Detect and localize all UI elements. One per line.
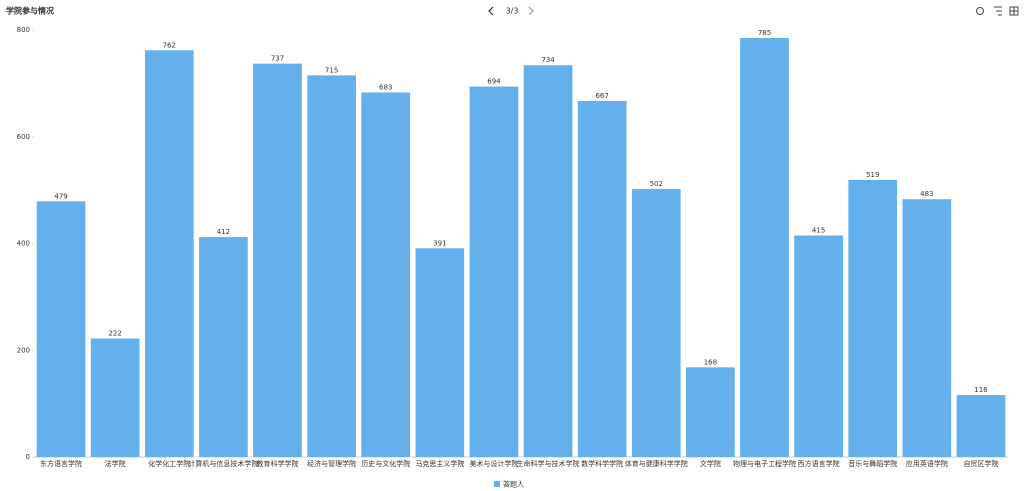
y-tick-label: 600 xyxy=(17,133,30,141)
value-label: 479 xyxy=(54,192,67,200)
value-label: 412 xyxy=(217,228,230,236)
value-label: 683 xyxy=(379,83,392,91)
value-label: 415 xyxy=(812,226,825,234)
legend-swatch xyxy=(494,481,500,487)
x-tick-label: 计算机与信息技术学院 xyxy=(188,459,258,468)
next-page[interactable] xyxy=(528,6,534,16)
bar xyxy=(686,367,735,457)
bar xyxy=(307,75,356,458)
x-tick-label: 生命科学与技术学院 xyxy=(517,459,580,468)
x-tick-label: 马克思主义学院 xyxy=(415,459,464,468)
x-tick-label: 数学科学学院 xyxy=(581,459,623,468)
bar xyxy=(469,86,519,457)
value-label: 116 xyxy=(974,386,988,394)
bar xyxy=(794,235,843,457)
legend-label: 答题人 xyxy=(503,480,524,489)
y-tick-label: 800 xyxy=(17,26,30,34)
value-label: 694 xyxy=(487,78,501,86)
value-label: 502 xyxy=(650,180,663,188)
value-label: 168 xyxy=(704,358,717,366)
x-tick-label: 美术与设计学院 xyxy=(469,459,518,468)
y-tick-label: 400 xyxy=(17,240,30,248)
x-tick-label: 文学院 xyxy=(700,459,721,468)
pagination: 3/3 xyxy=(506,7,519,16)
bar xyxy=(631,189,681,457)
value-label: 715 xyxy=(325,66,338,74)
value-label: 667 xyxy=(595,92,608,100)
x-tick-label: 物理与电子工程学院 xyxy=(733,459,796,468)
sort-icon[interactable] xyxy=(994,6,1002,16)
refresh-icon[interactable] xyxy=(976,7,984,15)
x-tick-label: 历史与文化学院 xyxy=(361,459,410,468)
value-label: 483 xyxy=(920,190,933,198)
x-tick-label: 自贸区学院 xyxy=(963,459,998,468)
value-label: 222 xyxy=(108,330,121,338)
value-label: 391 xyxy=(433,239,446,247)
x-tick-label: 经济与管理学院 xyxy=(307,459,356,468)
bar xyxy=(902,199,952,458)
value-label: 785 xyxy=(758,29,771,37)
bar xyxy=(577,100,627,458)
bar xyxy=(740,38,789,457)
bar xyxy=(415,248,465,457)
chart-title: 学院参与情况 xyxy=(6,6,54,16)
x-tick-label: 化学化工学院 xyxy=(148,459,190,468)
bar xyxy=(90,338,140,457)
bar xyxy=(144,50,194,457)
bar xyxy=(523,65,573,457)
x-tick-label: 应用英语学院 xyxy=(906,459,948,468)
bar xyxy=(199,237,248,457)
value-label: 519 xyxy=(866,171,879,179)
x-tick-label: 西方语言学院 xyxy=(798,459,840,468)
fullscreen-icon[interactable] xyxy=(1009,6,1019,16)
bar xyxy=(848,179,898,457)
y-tick-label: 200 xyxy=(17,346,30,354)
bar xyxy=(253,63,302,457)
x-tick-label: 东方语言学院 xyxy=(40,459,82,468)
bar xyxy=(956,395,1006,457)
x-tick-label: 体育与健康科学学院 xyxy=(625,459,688,468)
prev-page[interactable] xyxy=(488,6,494,16)
x-tick-label: 教育科学学院 xyxy=(257,459,299,468)
x-tick-label: 法学院 xyxy=(105,459,126,468)
value-label: 737 xyxy=(271,55,284,63)
bar xyxy=(36,201,86,457)
bar xyxy=(361,92,411,457)
value-label: 734 xyxy=(541,56,555,64)
value-label: 762 xyxy=(163,41,176,49)
x-tick-label: 音乐与舞蹈学院 xyxy=(848,459,897,468)
y-tick-label: 0 xyxy=(26,453,30,461)
